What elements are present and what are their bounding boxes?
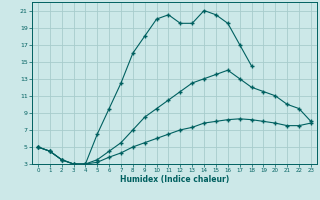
X-axis label: Humidex (Indice chaleur): Humidex (Indice chaleur) xyxy=(120,175,229,184)
